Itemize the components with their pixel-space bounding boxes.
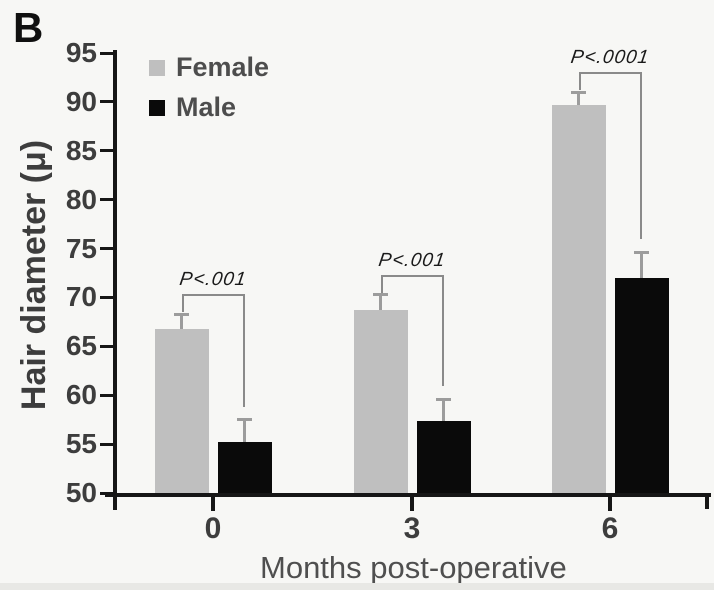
sig-bracket-right-drop bbox=[242, 294, 245, 407]
female-bar bbox=[551, 104, 606, 493]
error-bar-line bbox=[577, 92, 580, 105]
error-bar-cap bbox=[634, 250, 649, 254]
error-bar-line bbox=[442, 399, 445, 421]
y-tick bbox=[100, 442, 113, 446]
female-bar bbox=[154, 328, 209, 493]
male-bar bbox=[614, 277, 669, 493]
female-swatch bbox=[149, 59, 165, 76]
x-category-label: 6 bbox=[601, 512, 619, 545]
x-category-label: 3 bbox=[403, 512, 421, 545]
sig-bracket-horizontal bbox=[380, 274, 444, 277]
x-axis-end-tick bbox=[705, 497, 709, 509]
error-bar-cap bbox=[571, 90, 586, 94]
female-bar bbox=[353, 310, 408, 493]
error-bar-line bbox=[243, 419, 246, 443]
y-tick bbox=[100, 51, 113, 55]
sig-bracket-right-drop bbox=[639, 72, 642, 240]
y-axis bbox=[113, 50, 117, 510]
male-bar bbox=[217, 442, 272, 493]
x-axis-title: Months post-operative bbox=[260, 550, 567, 585]
sig-bracket-left-stub bbox=[181, 294, 184, 313]
y-tick-label: 80 bbox=[65, 183, 97, 215]
x-category-label: 0 bbox=[204, 512, 222, 545]
legend-item-female: Female bbox=[149, 52, 269, 83]
legend-label-male: Male bbox=[176, 92, 237, 122]
panel-letter: B bbox=[13, 4, 45, 51]
y-tick bbox=[100, 295, 113, 299]
error-bar-cap bbox=[237, 418, 252, 422]
y-tick-label: 90 bbox=[65, 85, 97, 117]
sig-bracket-right-drop bbox=[441, 274, 444, 387]
y-axis-title: Hair diameter (μ) bbox=[15, 139, 53, 411]
error-bar-line bbox=[180, 314, 183, 329]
y-tick bbox=[100, 149, 113, 153]
y-tick-label: 65 bbox=[65, 330, 97, 362]
x-axis bbox=[105, 493, 711, 497]
x-tick bbox=[607, 497, 612, 511]
y-tick bbox=[100, 198, 113, 202]
sig-bracket-left-stub bbox=[380, 274, 383, 293]
p-value-label: P<.0001 bbox=[569, 47, 651, 69]
y-tick-label: 50 bbox=[65, 477, 97, 508]
error-bar-cap bbox=[373, 293, 388, 296]
y-tick-label: 55 bbox=[65, 428, 97, 460]
y-tick-label: 70 bbox=[65, 281, 97, 313]
legend-label-female: Female bbox=[176, 52, 270, 82]
y-tick bbox=[100, 393, 113, 397]
male-swatch bbox=[149, 99, 165, 116]
legend: Female Male bbox=[149, 52, 269, 123]
sig-bracket-horizontal bbox=[578, 72, 642, 75]
p-value-label: P<.001 bbox=[178, 269, 248, 291]
p-value-label: P<.001 bbox=[377, 249, 447, 271]
y-tick-label: 85 bbox=[65, 134, 97, 166]
y-tick bbox=[100, 247, 113, 251]
error-bar-line bbox=[379, 294, 382, 311]
y-tick-label: 95 bbox=[65, 37, 97, 68]
sig-bracket-left-stub bbox=[578, 72, 581, 91]
sig-bracket-horizontal bbox=[181, 294, 245, 297]
y-tick bbox=[100, 100, 113, 104]
legend-item-male: Male bbox=[149, 92, 269, 123]
y-tick-label: 75 bbox=[65, 232, 97, 264]
error-bar-cap bbox=[174, 312, 189, 316]
error-bar-line bbox=[640, 252, 643, 278]
error-bar-cap bbox=[436, 397, 451, 401]
male-bar bbox=[416, 420, 471, 493]
bottom-edge-strip bbox=[0, 583, 714, 590]
x-tick bbox=[409, 497, 414, 511]
y-tick bbox=[100, 344, 113, 348]
y-tick-label: 60 bbox=[65, 379, 97, 411]
x-tick bbox=[210, 497, 215, 511]
